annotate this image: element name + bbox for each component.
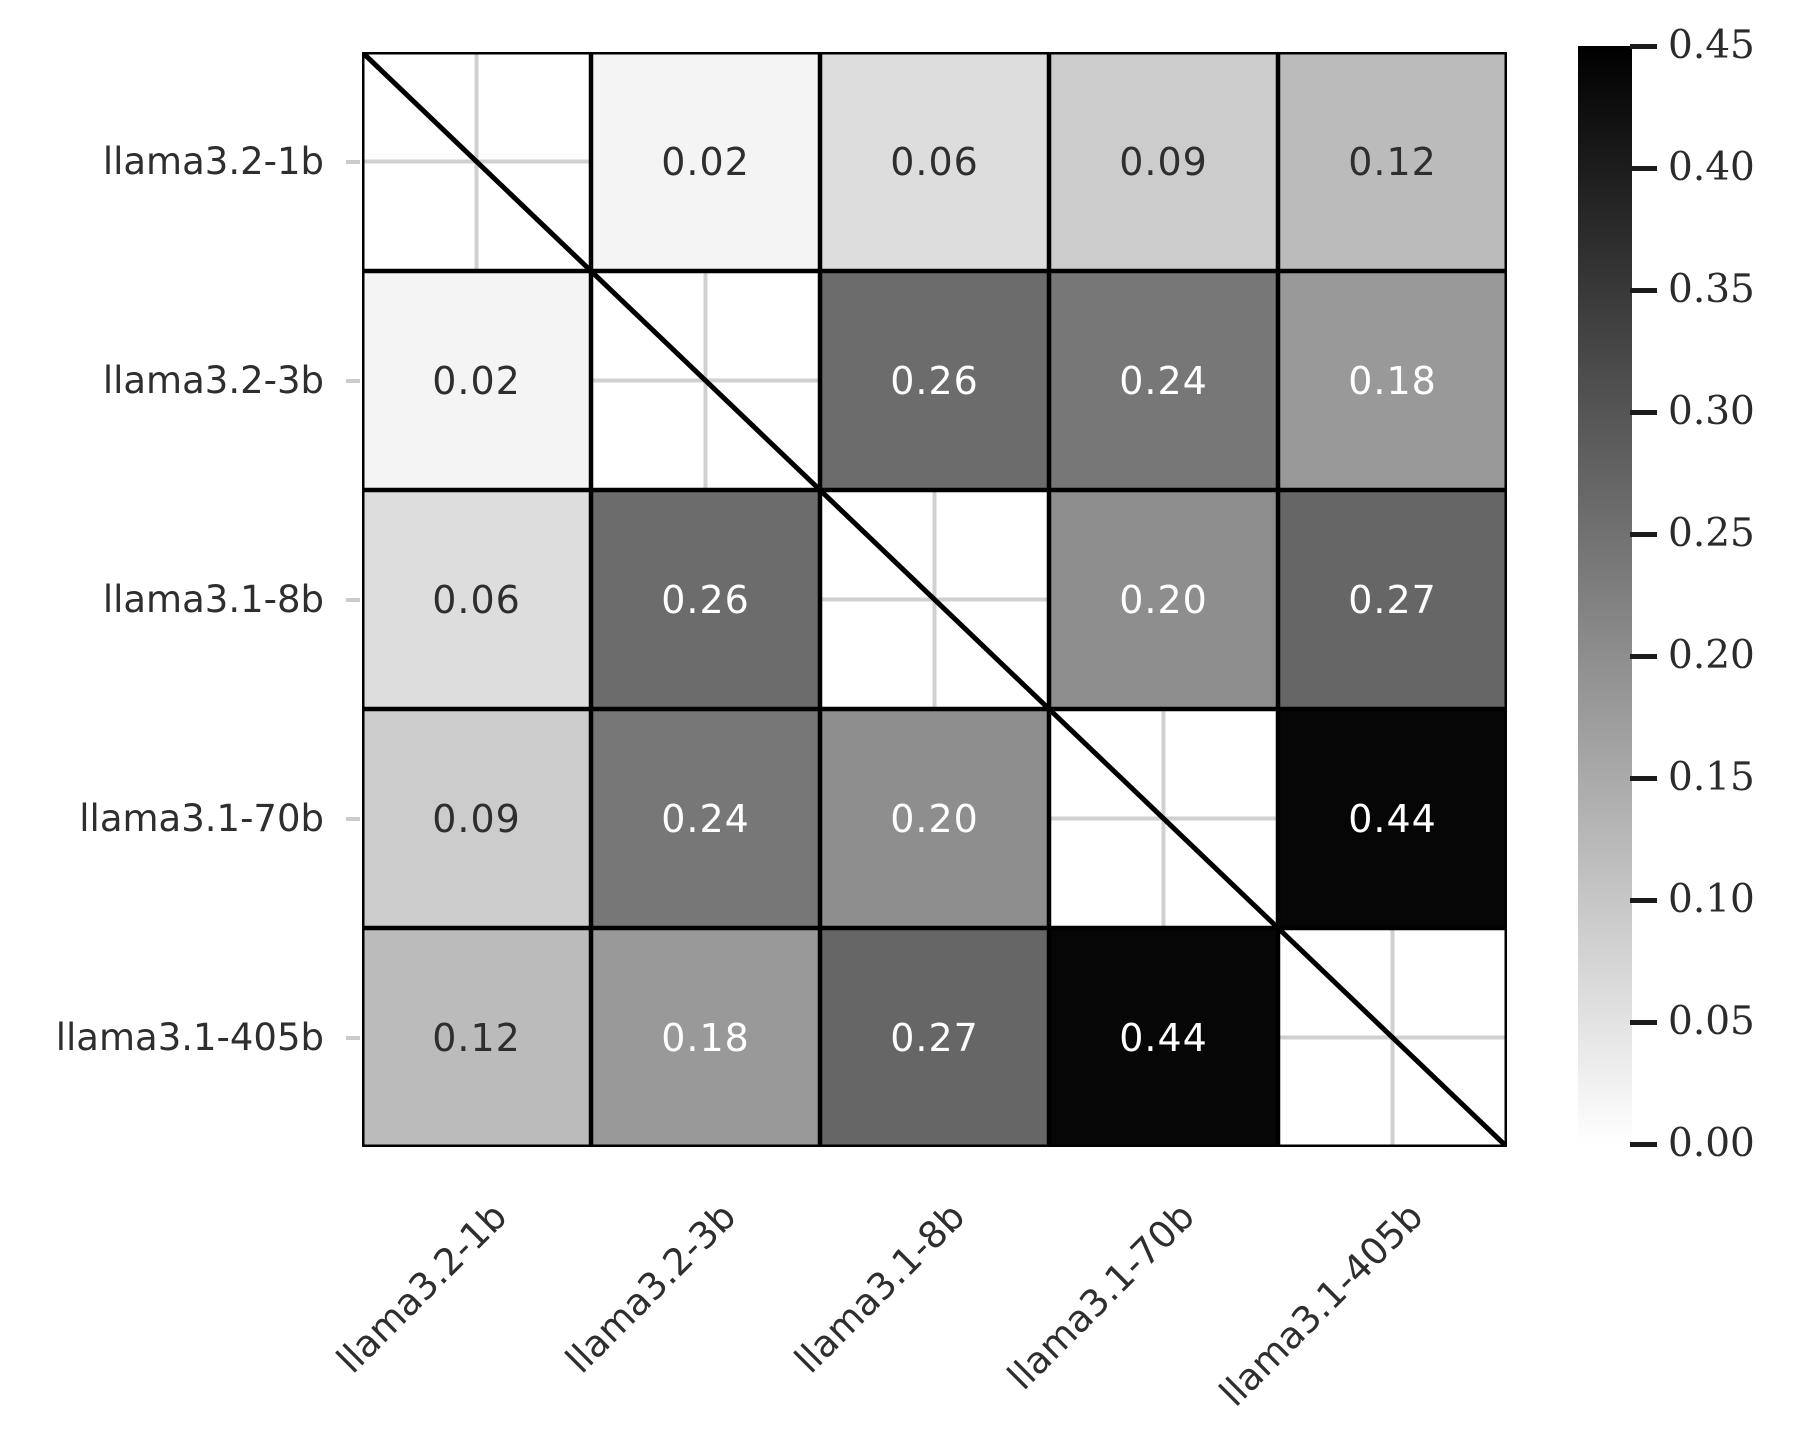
heatmap-cell-value: 0.06: [890, 139, 979, 184]
heatmap-cell: [362, 52, 591, 271]
heatmap-cell: [820, 490, 1049, 709]
colorbar-tick-label: 0.25: [1668, 511, 1755, 556]
colorbar-tick-mark: [1630, 43, 1657, 49]
x-tick-label: llama3.2-1b: [328, 1194, 516, 1382]
colorbar-tick-label: 0.40: [1668, 145, 1755, 190]
heatmap-cell-value: 0.24: [661, 796, 750, 841]
heatmap-cell: 0.09: [362, 709, 591, 928]
colorbar-tick-label: 0.10: [1668, 877, 1755, 922]
heatmap-cell-value: 0.27: [1348, 577, 1437, 622]
heatmap-cell-value: 0.06: [432, 577, 521, 622]
colorbar-tick-mark: [1630, 409, 1657, 415]
heatmap-cell: 0.20: [1049, 490, 1278, 709]
y-tick-label: llama3.1-405b: [55, 1015, 324, 1059]
colorbar-gradient: [1578, 46, 1632, 1144]
colorbar-tick-mark: [1630, 531, 1657, 537]
heatmap-cell: 0.20: [820, 709, 1049, 928]
colorbar-tick-label: 0.05: [1668, 999, 1755, 1044]
heatmap-cell-value: 0.09: [432, 796, 521, 841]
y-tick-label: llama3.2-3b: [102, 358, 324, 402]
colorbar-tick-label: 0.35: [1668, 267, 1755, 312]
colorbar-tick-label: 0.45: [1668, 23, 1755, 68]
heatmap-cell: 0.06: [362, 490, 591, 709]
x-tick-label: llama3.1-405b: [1211, 1194, 1432, 1415]
heatmap-cell: 0.24: [1049, 271, 1278, 490]
heatmap-cell: 0.18: [1278, 271, 1507, 490]
heatmap-cell: 0.12: [1278, 52, 1507, 271]
heatmap-cell: [1049, 709, 1278, 928]
heatmap-cell-value: 0.26: [890, 358, 979, 403]
heatmap-cell: 0.26: [591, 490, 820, 709]
x-tick-label: llama3.1-70b: [999, 1194, 1203, 1399]
colorbar-tick-mark: [1630, 897, 1657, 903]
heatmap-cell: 0.27: [820, 928, 1049, 1147]
heatmap-cell: [591, 271, 820, 490]
heatmap-cell-value: 0.02: [432, 358, 521, 403]
heatmap-cell: 0.26: [820, 271, 1049, 490]
heatmap-grid: 0.02 0.06 0.09 0.12 0.02 0.26 0.24 0.18 0.06 0.26…: [362, 52, 1507, 1147]
y-tick-mark: [346, 1035, 360, 1040]
y-tick-mark: [346, 597, 360, 602]
heatmap-cell-value: 0.26: [661, 577, 750, 622]
heatmap-cell: 0.44: [1049, 928, 1278, 1147]
heatmap-cell-value: 0.18: [661, 1015, 750, 1060]
x-tick-label: llama3.1-8b: [786, 1194, 974, 1382]
heatmap-cell-value: 0.20: [1119, 577, 1208, 622]
colorbar-tick-mark: [1630, 165, 1657, 171]
y-tick-label: llama3.2-1b: [102, 139, 324, 183]
colorbar-tick-mark: [1630, 1141, 1657, 1147]
heatmap-cell-value: 0.27: [890, 1015, 979, 1060]
heatmap-cell: 0.24: [591, 709, 820, 928]
heatmap-cell-value: 0.12: [1348, 139, 1437, 184]
heatmap-cell-value: 0.02: [661, 139, 750, 184]
heatmap-cell-value: 0.09: [1119, 139, 1208, 184]
y-tick-mark: [346, 159, 360, 164]
y-tick-label: llama3.1-70b: [79, 796, 324, 840]
heatmap-cell: 0.27: [1278, 490, 1507, 709]
heatmap-cell: 0.02: [362, 271, 591, 490]
heatmap-cell-value: 0.12: [432, 1015, 521, 1060]
colorbar-tick-label: 0.20: [1668, 633, 1755, 678]
heatmap-cell: 0.09: [1049, 52, 1278, 271]
heatmap-cell-value: 0.44: [1348, 796, 1437, 841]
heatmap-cell-value: 0.24: [1119, 358, 1208, 403]
heatmap-cell: [1278, 928, 1507, 1147]
colorbar-tick-label: 0.30: [1668, 389, 1755, 434]
heatmap-cell-value: 0.44: [1119, 1015, 1208, 1060]
heatmap-cell: 0.18: [591, 928, 820, 1147]
x-tick-label: llama3.2-3b: [557, 1194, 745, 1382]
colorbar-tick-mark: [1630, 1019, 1657, 1025]
heatmap-cell-value: 0.18: [1348, 358, 1437, 403]
y-tick-mark: [346, 816, 360, 821]
colorbar-tick-mark: [1630, 775, 1657, 781]
heatmap-cell: 0.44: [1278, 709, 1507, 928]
heatmap-cell-value: 0.20: [890, 796, 979, 841]
y-tick-mark: [346, 378, 360, 383]
colorbar-tick-label: 0.00: [1668, 1121, 1755, 1166]
y-tick-label: llama3.1-8b: [102, 577, 324, 621]
colorbar-tick-mark: [1630, 287, 1657, 293]
heatmap-cell: 0.12: [362, 928, 591, 1147]
colorbar-tick-label: 0.15: [1668, 755, 1755, 800]
colorbar-tick-mark: [1630, 653, 1657, 659]
heatmap-cell: 0.02: [591, 52, 820, 271]
heatmap-cell: 0.06: [820, 52, 1049, 271]
